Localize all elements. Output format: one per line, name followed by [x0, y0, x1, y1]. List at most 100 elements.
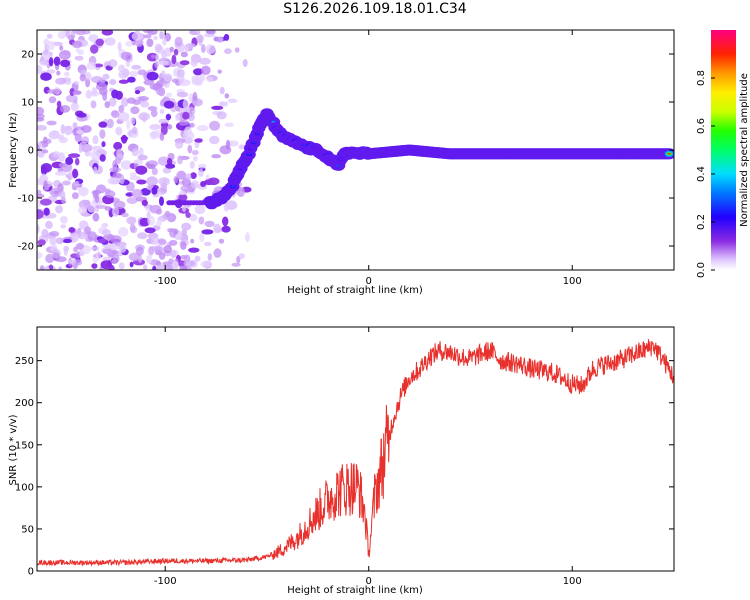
noise-blob [71, 232, 79, 243]
noise-blob [81, 30, 91, 35]
noise-blob [156, 208, 162, 215]
noise-blob [138, 254, 143, 263]
noise-blob [110, 235, 122, 244]
noise-blob [199, 57, 211, 65]
noise-blob [113, 200, 126, 210]
noise-blob [158, 118, 170, 124]
noise-blob [190, 172, 197, 180]
noise-blob [200, 260, 212, 268]
noise-blob [79, 73, 87, 82]
noise-blob [166, 92, 172, 98]
noise-blob [74, 157, 80, 166]
noise-blob [159, 31, 165, 40]
noise-blob [190, 59, 198, 67]
spectrogram-xlabel: Height of straight line (km) [287, 285, 423, 296]
ridge-point [667, 153, 671, 155]
noise-blob [158, 252, 166, 260]
noise-blob [68, 153, 81, 158]
noise-blob [107, 177, 117, 185]
ridge-point [230, 185, 235, 188]
noise-blob [37, 117, 45, 122]
noise-blob [37, 224, 40, 234]
colorbar-tick-label: 0.0 [696, 262, 707, 278]
noise-blob [121, 97, 129, 107]
noise-blob [101, 141, 106, 148]
noise-blob [72, 122, 78, 129]
noise-blob [37, 251, 43, 259]
noise-blob [101, 30, 114, 36]
noise-blob [140, 101, 150, 108]
snr-xtick-label: 100 [563, 576, 582, 587]
noise-blob [113, 141, 123, 151]
noise-blob [101, 222, 109, 228]
noise-blob [198, 168, 204, 177]
noise-blob [76, 232, 89, 240]
colorbar-tick-label: 0.6 [696, 118, 707, 134]
noise-blob [145, 254, 153, 264]
snr-ylabel: SNR (10 * v/v) [8, 414, 19, 485]
noise-blob [168, 258, 174, 265]
noise-blob [181, 222, 192, 231]
noise-blob [37, 209, 44, 220]
noise-blob [37, 124, 47, 131]
noise-blob [170, 250, 177, 259]
noise-blob [231, 262, 241, 267]
noise-blob [179, 60, 190, 66]
noise-blob [90, 246, 100, 251]
noise-blob [137, 232, 148, 240]
noise-blob [137, 154, 148, 161]
noise-blob [68, 227, 76, 233]
spectrogram-frame [36, 29, 675, 271]
noise-blob [153, 35, 158, 41]
noise-blob [64, 71, 70, 77]
noise-blob [118, 104, 125, 113]
noise-blob [48, 264, 54, 270]
noise-blob [42, 136, 48, 144]
noise-blob [209, 120, 221, 131]
noise-blob [127, 76, 136, 83]
noise-blob [224, 122, 234, 128]
noise-blob [236, 187, 245, 197]
noise-blob [218, 238, 225, 244]
spectrogram-xtick-label: 0 [366, 276, 372, 287]
noise-blob [146, 71, 159, 81]
noise-blob [178, 193, 188, 202]
colorbar-label: Normalized spectral amplitude [739, 73, 750, 227]
noise-blob [224, 48, 232, 55]
noise-blob [225, 139, 231, 150]
noise-blob [188, 213, 198, 222]
noise-blob [86, 150, 93, 157]
noise-blob [180, 241, 187, 250]
noise-blob [175, 140, 184, 149]
noise-blob [58, 136, 68, 144]
noise-blob [164, 210, 171, 218]
noise-blob [55, 237, 64, 245]
noise-blob [204, 220, 215, 228]
noise-blob [60, 124, 65, 135]
noise-blob [106, 118, 114, 129]
noise-blob [68, 258, 76, 264]
noise-blob [197, 163, 207, 169]
noise-blob [57, 31, 66, 40]
noise-blob [138, 96, 149, 102]
snr-xtick-label: -100 [154, 576, 177, 587]
noise-blob [74, 55, 84, 61]
noise-blob [177, 73, 185, 84]
noise-blob [151, 54, 155, 59]
noise-blob [136, 179, 147, 185]
noise-blob [53, 190, 59, 195]
noise-blob [207, 177, 220, 186]
noise-blob [104, 206, 112, 211]
noise-blob [102, 73, 110, 80]
noise-blob [143, 34, 152, 39]
noise-blob [131, 188, 143, 199]
noise-blob [112, 159, 118, 170]
noise-blob [183, 260, 196, 267]
noise-blob [191, 149, 199, 156]
noise-blob [115, 90, 123, 100]
noise-blob [60, 215, 68, 224]
noise-blob [151, 187, 158, 195]
noise-blob [131, 32, 144, 41]
noise-blob [100, 260, 113, 270]
noise-blob [192, 91, 198, 101]
